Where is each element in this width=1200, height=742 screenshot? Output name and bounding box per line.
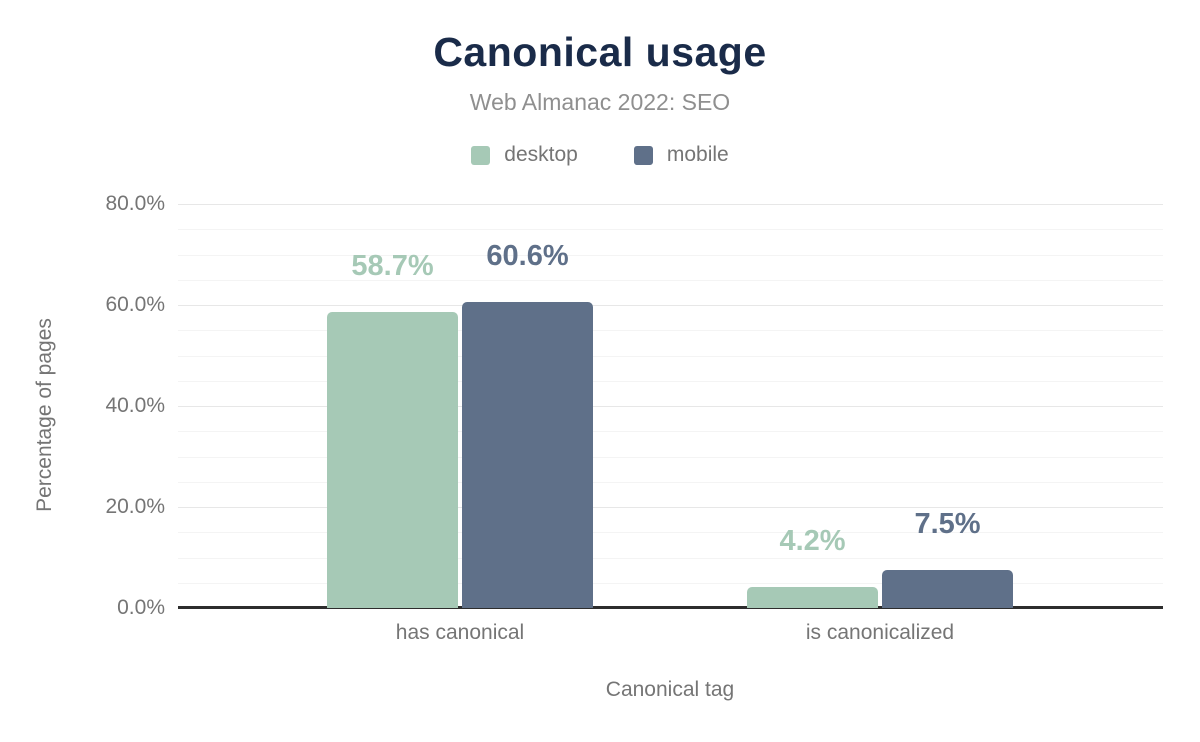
major-gridline <box>178 507 1163 508</box>
y-tick-label: 40.0% <box>105 394 165 417</box>
chart-subtitle: Web Almanac 2022: SEO <box>469 89 731 115</box>
bar-desktop-1[interactable] <box>747 586 878 608</box>
minor-gridline <box>178 532 1163 533</box>
y-tick-label: 0.0% <box>117 596 165 619</box>
minor-gridline <box>178 431 1163 432</box>
minor-gridline <box>178 280 1163 281</box>
x-category-label: is canonicalized <box>805 621 955 644</box>
legend-item-mobile: mobile <box>633 143 729 167</box>
x-axis-title: Canonical tag <box>605 678 735 701</box>
bar-value-label-mobile-1: 7.5% <box>914 508 981 541</box>
bar-value-label-desktop-0: 58.7% <box>351 249 434 282</box>
bar-desktop-0[interactable] <box>327 311 458 608</box>
y-tick-label: 20.0% <box>105 495 165 518</box>
minor-gridline <box>178 558 1163 559</box>
x-axis-line <box>178 606 1163 609</box>
major-gridline <box>178 305 1163 306</box>
minor-gridline <box>178 255 1163 256</box>
minor-gridline <box>178 356 1163 357</box>
legend: desktop mobile <box>0 141 1200 169</box>
legend-label-desktop: desktop <box>504 143 578 166</box>
minor-gridline <box>178 482 1163 483</box>
minor-gridline <box>178 381 1163 382</box>
major-gridline <box>178 204 1163 205</box>
y-tick-label: 60.0% <box>105 293 165 316</box>
bar-value-label-mobile-0: 60.6% <box>486 239 569 272</box>
legend-swatch-desktop <box>471 145 491 165</box>
plot-area: 58.7% 60.6% 4.2% 7.5% <box>178 204 1163 609</box>
x-category-label: has canonical <box>395 621 525 644</box>
y-tick-label: 80.0% <box>105 192 165 215</box>
bar-value-label-desktop-1: 4.2% <box>779 524 846 557</box>
minor-gridline <box>178 583 1163 584</box>
bar-mobile-0[interactable] <box>462 301 593 608</box>
major-gridline <box>178 406 1163 407</box>
bar-mobile-1[interactable] <box>882 570 1013 608</box>
legend-label-mobile: mobile <box>666 143 729 166</box>
legend-swatch-mobile <box>633 145 653 165</box>
minor-gridline <box>178 457 1163 458</box>
chart-title: Canonical usage <box>433 29 767 75</box>
minor-gridline <box>178 330 1163 331</box>
legend-item-desktop: desktop <box>471 143 578 167</box>
minor-gridline <box>178 229 1163 230</box>
